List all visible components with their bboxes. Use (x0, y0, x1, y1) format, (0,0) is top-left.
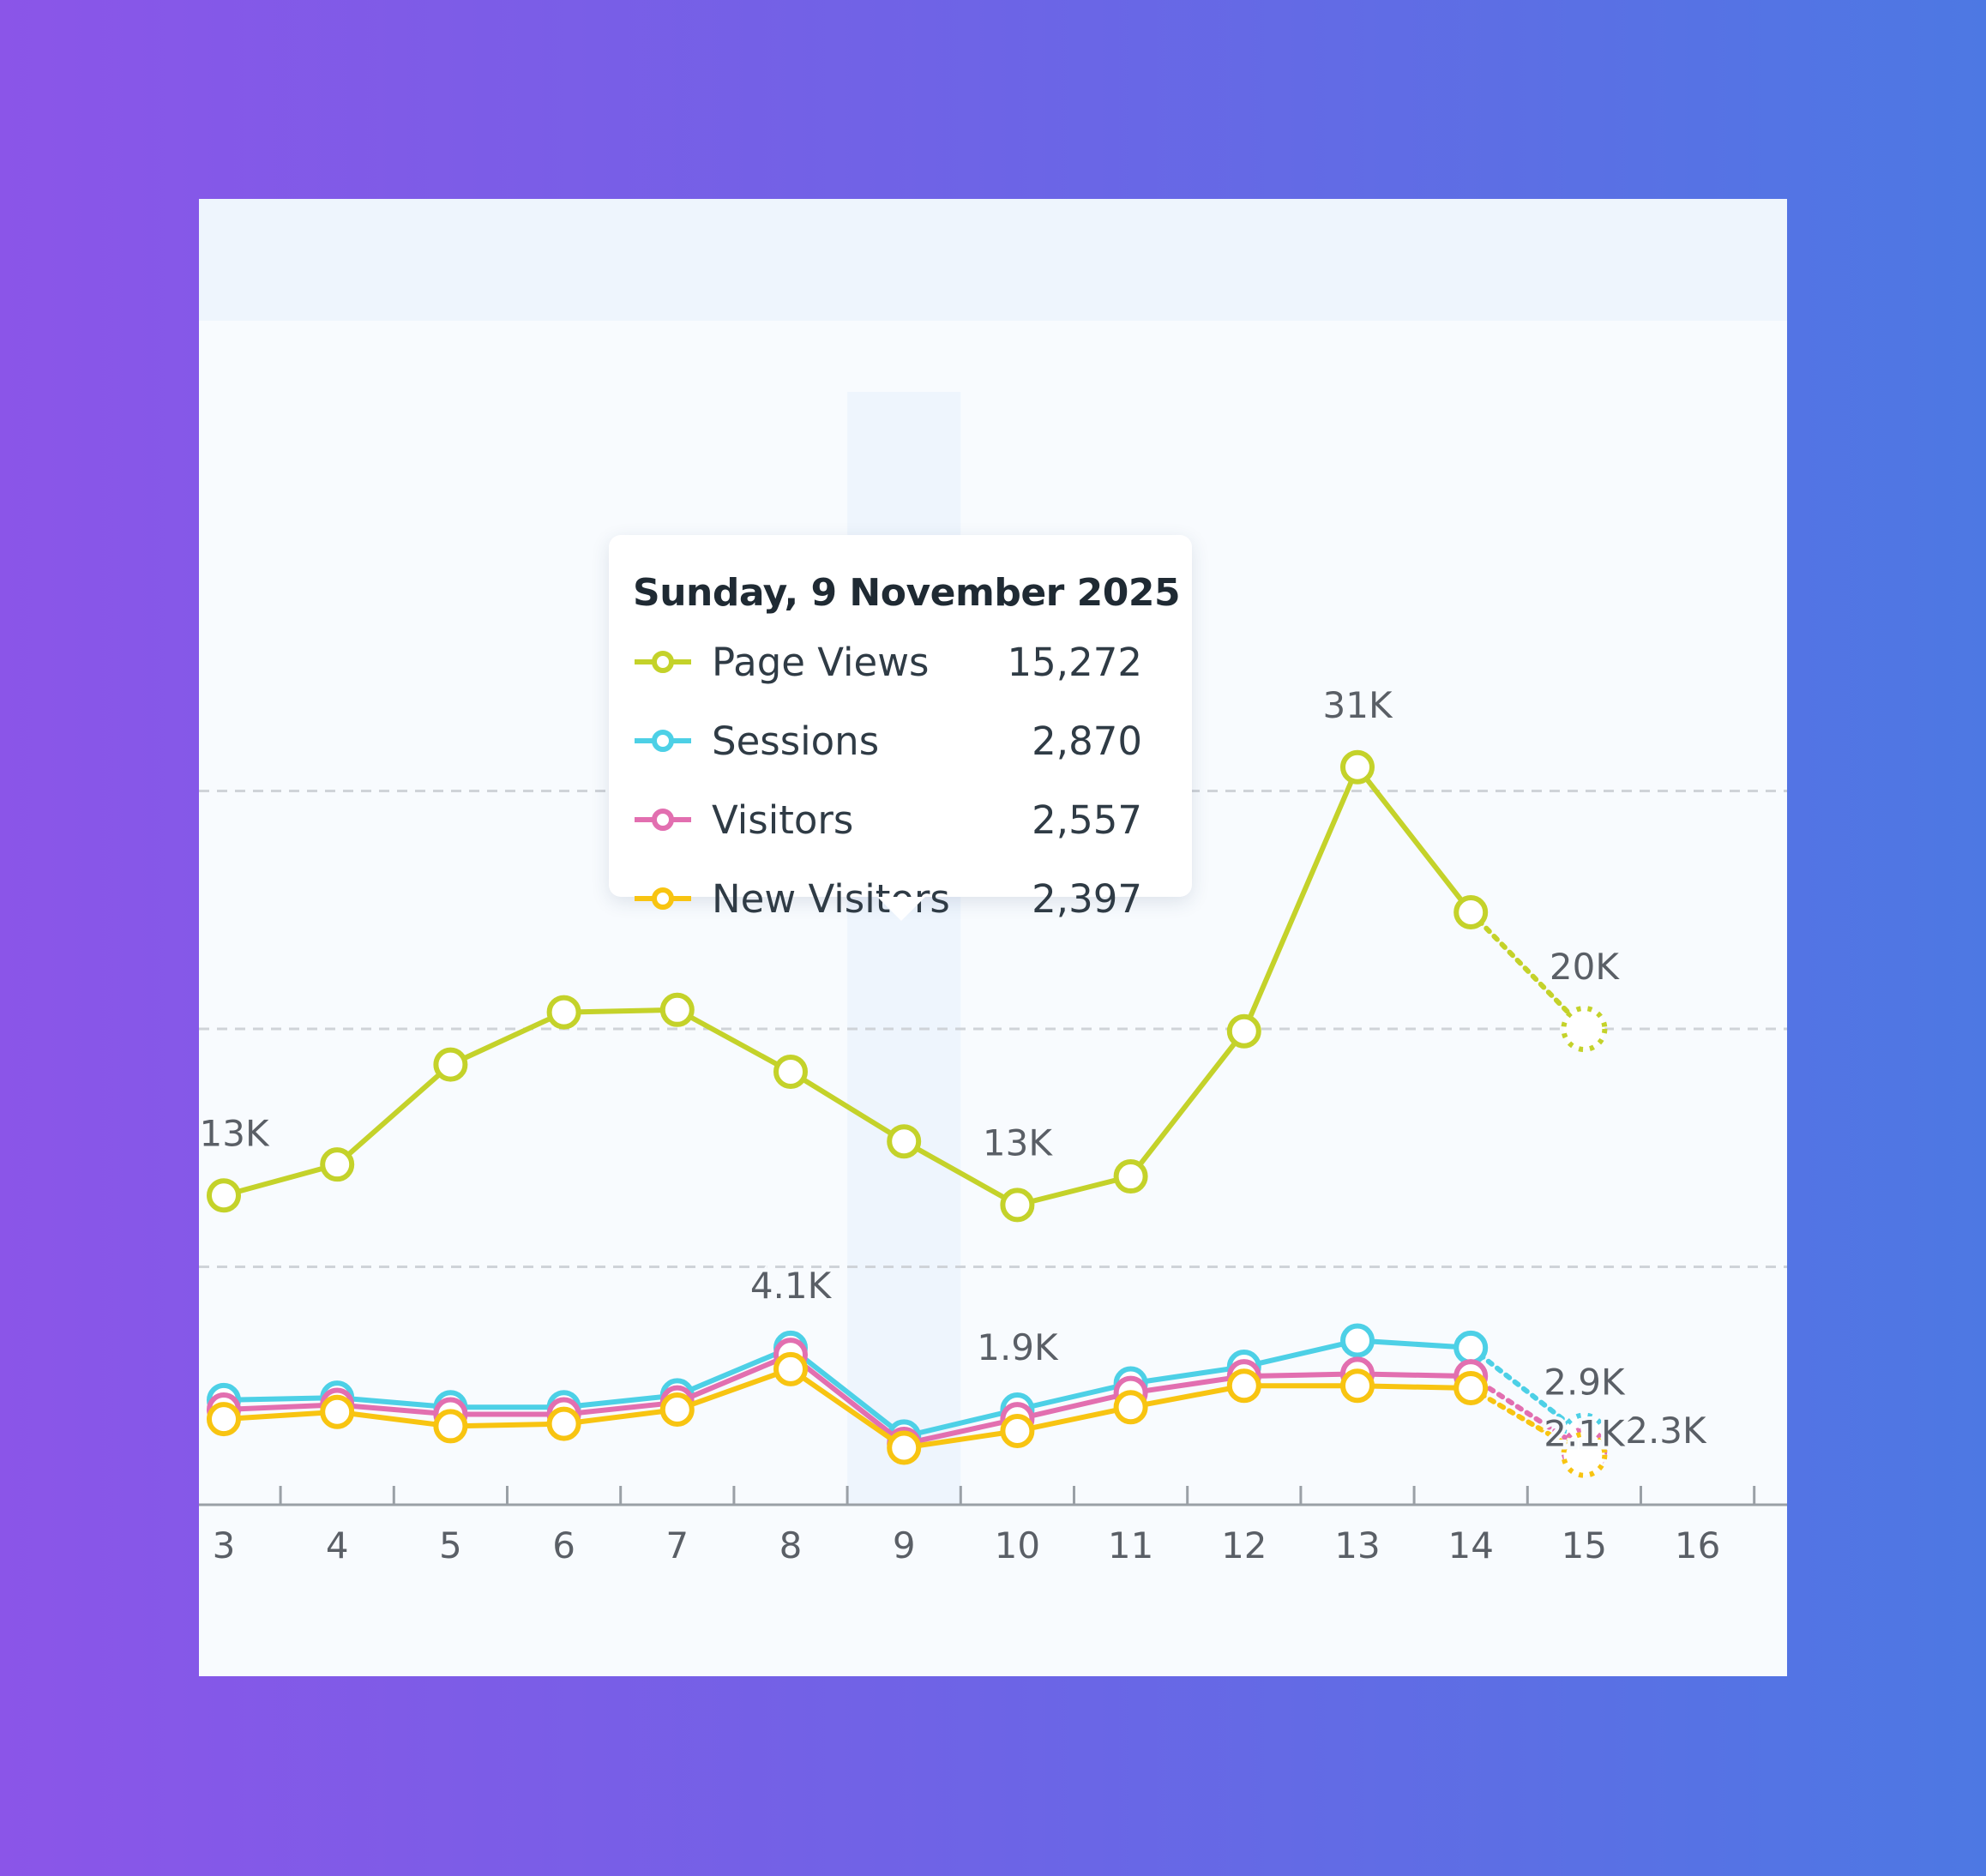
data-point-new_visitors[interactable] (1561, 1431, 1608, 1478)
data-label-visitors: 2.3K (1625, 1410, 1707, 1452)
series-projection-sessions (1468, 1344, 1587, 1439)
x-tick-label: 7 (665, 1524, 689, 1566)
series-line-page_views (221, 764, 1474, 1208)
data-point-new_visitors[interactable] (433, 1409, 468, 1444)
legend-marker-new_visitors (635, 887, 691, 910)
x-tick-label: 15 (1562, 1524, 1607, 1566)
series-projection-visitors (1468, 1374, 1587, 1453)
chart-header-band (199, 199, 1787, 321)
data-point-new_visitors[interactable] (320, 1394, 355, 1429)
series-projection-new_visitors (1468, 1386, 1587, 1458)
tooltip-date: Sunday, 9 November 2025 (633, 571, 1181, 615)
data-point-new_visitors[interactable] (1000, 1413, 1035, 1448)
data-label-page_views: 20K (1550, 946, 1620, 988)
series-new_visitors[interactable] (207, 1351, 1608, 1478)
data-point-page_views[interactable] (773, 1054, 808, 1089)
x-tick-label: 6 (552, 1524, 575, 1566)
tooltip-row-visitors: Visitors 2,557 (633, 780, 1142, 859)
x-tick-label: 10 (995, 1524, 1040, 1566)
tooltip-value: 15,272 (1007, 639, 1142, 685)
data-point-new_visitors[interactable] (546, 1406, 581, 1441)
data-label-sessions: 1.9K (977, 1326, 1059, 1368)
x-tick-label: 14 (1447, 1524, 1493, 1566)
data-point-page_views[interactable] (659, 992, 695, 1027)
series-line-sessions (221, 1338, 1474, 1440)
data-point-new_visitors[interactable] (207, 1402, 241, 1437)
data-point-page_views[interactable] (433, 1047, 468, 1082)
data-point-new_visitors[interactable] (659, 1392, 695, 1427)
data-point-page_views[interactable] (1000, 1188, 1035, 1223)
data-point-page_views[interactable] (207, 1178, 241, 1213)
data-point-new_visitors[interactable] (887, 1430, 922, 1465)
data-point-page_views[interactable] (1340, 749, 1375, 785)
data-point-new_visitors[interactable] (773, 1351, 808, 1386)
data-point-page_views[interactable] (320, 1147, 355, 1182)
series-projection-page_views (1468, 910, 1587, 1031)
series-line-new_visitors (221, 1366, 1474, 1451)
tooltip-row-new_visitors: New Visitors 2,397 (633, 859, 1142, 938)
data-point-sessions[interactable] (1340, 1323, 1375, 1358)
tooltip-rows: Page Views 15,272 Sessions 2,870 Visitors 2,5… (633, 622, 1142, 938)
legend-marker-sessions (635, 730, 691, 752)
data-point-new_visitors[interactable] (1453, 1371, 1489, 1406)
chart-card: 3 4 5 6 7 8 9 10 11 12 13 14 15 16 13K 13K 31K 20K 4.1K 1.9… (199, 199, 1787, 1676)
data-label-page_views: 13K (200, 1112, 270, 1154)
tooltip-value: 2,397 (1032, 875, 1142, 922)
series-line-visitors (221, 1352, 1474, 1447)
hover-tooltip: Sunday, 9 November 2025 Page Views 15,272… (609, 535, 1192, 922)
x-tick-label: 13 (1334, 1524, 1380, 1566)
data-point-page_views[interactable] (546, 995, 581, 1030)
data-point-page_views[interactable] (1561, 1006, 1608, 1052)
data-point-page_views[interactable] (1453, 895, 1489, 930)
tooltip-row-page_views: Page Views 15,272 (633, 622, 1142, 701)
x-tick-label: 5 (439, 1524, 462, 1566)
legend-marker-page_views (635, 651, 691, 673)
data-label-sessions: 2.9K (1544, 1362, 1626, 1404)
tooltip-label: Visitors (712, 797, 854, 843)
tooltip-label: Page Views (712, 639, 930, 685)
x-tick-label: 12 (1221, 1524, 1267, 1566)
legend-marker-visitors (635, 809, 691, 831)
series-page_views[interactable] (207, 749, 1608, 1223)
x-tick-label: 8 (779, 1524, 803, 1566)
data-label-new_visitors: 2.1K (1544, 1413, 1626, 1455)
data-label-sessions: 4.1K (750, 1265, 833, 1307)
data-label-page_views: 13K (983, 1121, 1053, 1163)
data-point-page_views[interactable] (887, 1124, 922, 1159)
data-point-sessions[interactable] (1453, 1330, 1489, 1365)
x-tick-label: 16 (1675, 1524, 1720, 1566)
data-point-page_views[interactable] (1113, 1159, 1148, 1194)
tooltip-value: 2,870 (1032, 718, 1142, 764)
tooltip-value: 2,557 (1032, 797, 1142, 843)
x-tick-label: 11 (1108, 1524, 1153, 1566)
data-point-page_views[interactable] (1226, 1013, 1261, 1049)
data-point-new_visitors[interactable] (1113, 1390, 1148, 1425)
tooltip-label: Sessions (712, 718, 880, 764)
data-point-new_visitors[interactable] (1340, 1368, 1375, 1404)
x-tick-label: 3 (213, 1524, 236, 1566)
tooltip-label: New Visitors (712, 875, 950, 922)
x-tick-label: 4 (326, 1524, 349, 1566)
data-label-page_views: 31K (1323, 684, 1393, 726)
x-tick-label: 9 (893, 1524, 916, 1566)
tooltip-row-sessions: Sessions 2,870 (633, 701, 1142, 780)
data-point-new_visitors[interactable] (1226, 1368, 1261, 1404)
